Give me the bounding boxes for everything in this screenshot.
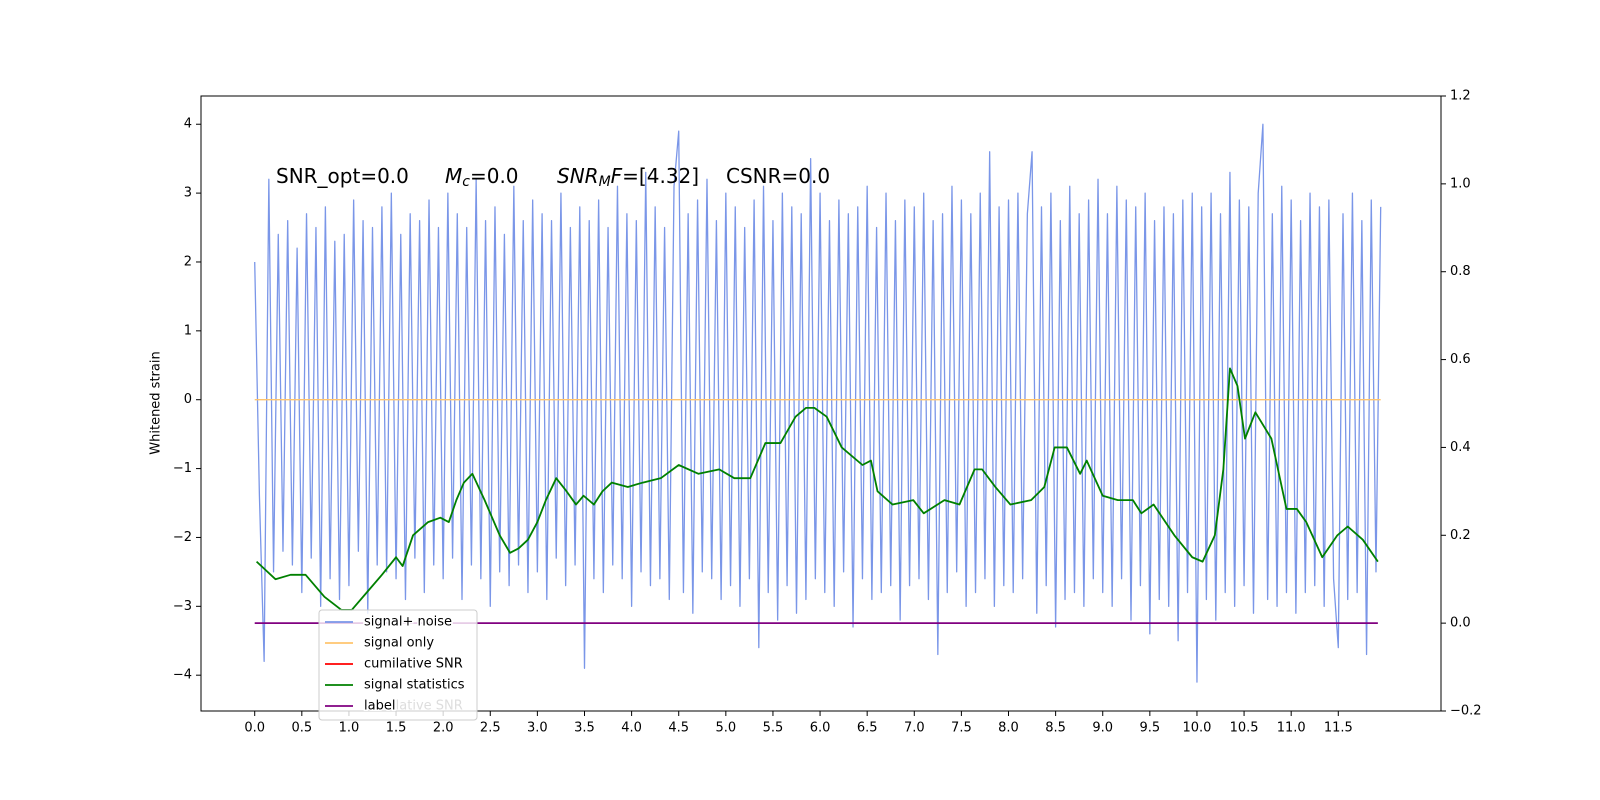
annotation-part: CSNR=0.0: [726, 164, 830, 188]
y-tick-label: 4: [184, 117, 192, 132]
x-tick-label: 1.0: [339, 721, 360, 736]
annotation: SNR_opt=0.0 Mc=0.0 SNRMF=[4.32] CSNR=0.0: [276, 164, 830, 191]
legend-label: cumilative SNR: [364, 657, 463, 672]
x-tick-label: 7.0: [904, 721, 925, 736]
x-tick-label: 7.5: [951, 721, 972, 736]
x-tick-label: 8.0: [998, 721, 1019, 736]
y-tick-label: 2: [184, 254, 192, 269]
y2-tick-label: 1.0: [1450, 176, 1471, 191]
legend-label: signal only: [364, 636, 434, 651]
x-tick-label: 1.5: [386, 721, 407, 736]
x-tick-label: 6.0: [810, 721, 831, 736]
legend-box: [318, 609, 478, 721]
y2-tick-label: 0.6: [1450, 352, 1471, 367]
x-tick-label: 4.5: [668, 721, 689, 736]
y2-tick-label: 0.8: [1450, 264, 1471, 279]
y2-tick-label: 1.2: [1450, 89, 1471, 104]
x-tick-label: 10.5: [1230, 721, 1259, 736]
x-tick-label: 5.5: [763, 721, 784, 736]
annotation-text: SNR_opt=0.0: [276, 164, 409, 188]
y2-tick-label: 0.4: [1450, 440, 1471, 455]
annotation-part: SNR_opt=0.0: [276, 164, 409, 188]
x-tick-label: 9.0: [1092, 721, 1113, 736]
x-tick-label: 4.0: [621, 721, 642, 736]
x-tick-label: 0.0: [244, 721, 265, 736]
annotation-part: =0.0: [470, 164, 519, 188]
x-tick-label: 3.0: [527, 721, 548, 736]
y-tick-label: −1: [173, 461, 192, 476]
series-line: [254, 123, 1382, 683]
x-tick-label: 2.0: [433, 721, 454, 736]
x-tick-label: 11.5: [1324, 721, 1353, 736]
legend: cumilative SNR signal+ noise signal only cu…: [318, 609, 478, 721]
x-tick-label: 11.0: [1277, 721, 1306, 736]
legend-label: signal+ noise: [364, 615, 452, 630]
y-tick-label: −4: [173, 668, 192, 683]
annotation-part: M: [445, 164, 462, 188]
y-tick-label: −3: [173, 599, 192, 614]
x-tick-label: 6.5: [857, 721, 878, 736]
y-tick-label: 3: [184, 186, 192, 201]
x-tick-label: 10.0: [1182, 721, 1211, 736]
series-line: [255, 367, 1379, 611]
y-tick-label: −2: [173, 530, 192, 545]
x-tick-label: 0.5: [291, 721, 312, 736]
y2-tick-label: −0.2: [1450, 704, 1482, 719]
annotation-text: CSNR=0.0: [726, 164, 830, 188]
annotation-part: F: [611, 164, 623, 188]
y2-tick-label: 0.2: [1450, 528, 1471, 543]
legend-ghost-text: cumilative SNR: [364, 699, 463, 714]
x-tick-label: 8.5: [1045, 721, 1066, 736]
legend-label: label: [364, 699, 395, 714]
y-tick-label: 0: [184, 392, 192, 407]
y-tick-label: 1: [184, 323, 192, 338]
legend-label: signal statistics: [364, 678, 465, 693]
annotation-part: SNR: [557, 164, 599, 188]
y-axis-label: Whitened strain: [149, 351, 164, 454]
x-tick-label: 9.5: [1140, 721, 1161, 736]
y2-tick-label: 0.0: [1450, 616, 1471, 631]
annotation-text: SNRMF=[4.32]: [557, 164, 699, 191]
axes: 0.0 0.5 1.0 1.5 2.0 2.5 3.0 3.5 4.0 4.5 5.0 5.5 6.0 6…: [173, 89, 1482, 736]
annotation-part: M: [599, 174, 611, 190]
x-tick-label: 5.0: [715, 721, 736, 736]
annotation-part: c: [462, 174, 470, 190]
annotation-text: Mc=0.0: [445, 164, 519, 191]
annotation-part: =[4.32]: [622, 164, 699, 188]
x-tick-label: 3.5: [574, 721, 595, 736]
axes-frame: [200, 95, 1442, 712]
x-tick-label: 2.5: [480, 721, 501, 736]
